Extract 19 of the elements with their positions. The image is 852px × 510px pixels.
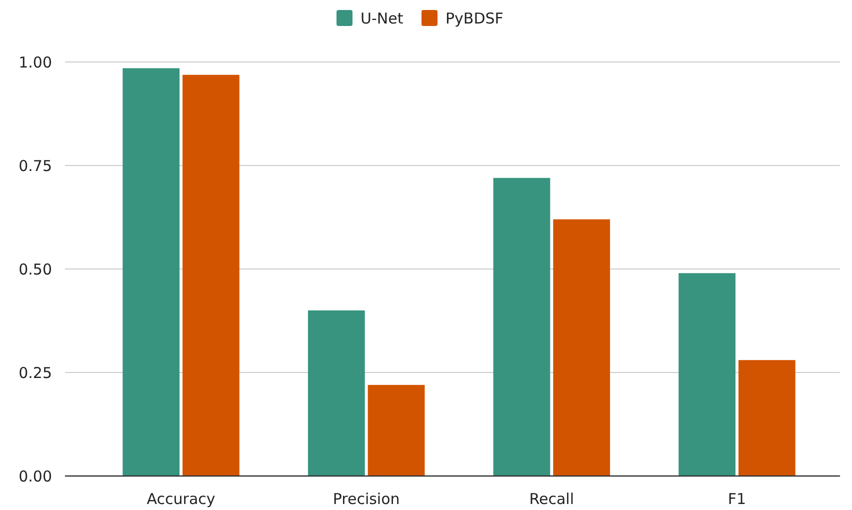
x-tick-label: Precision	[332, 490, 400, 508]
y-tick-label: 0.00	[18, 467, 52, 486]
y-tick-label: 0.25	[18, 364, 52, 382]
bar	[122, 68, 180, 476]
bar	[738, 360, 796, 476]
bar	[493, 178, 550, 476]
y-tick-label: 0.75	[18, 156, 52, 175]
x-tick-label: Recall	[529, 490, 574, 508]
x-tick-label: F1	[728, 490, 746, 508]
bar	[553, 219, 610, 476]
legend-label: PyBDSF	[446, 9, 504, 28]
y-tick-label: 0.50	[18, 260, 52, 278]
legend-label: U-Net	[360, 9, 404, 28]
bar	[368, 384, 425, 476]
bar	[182, 74, 240, 476]
y-tick-label: 1.00	[18, 53, 52, 72]
bar	[678, 273, 736, 476]
x-tick-label: Accuracy	[146, 490, 216, 508]
bar	[308, 310, 365, 476]
